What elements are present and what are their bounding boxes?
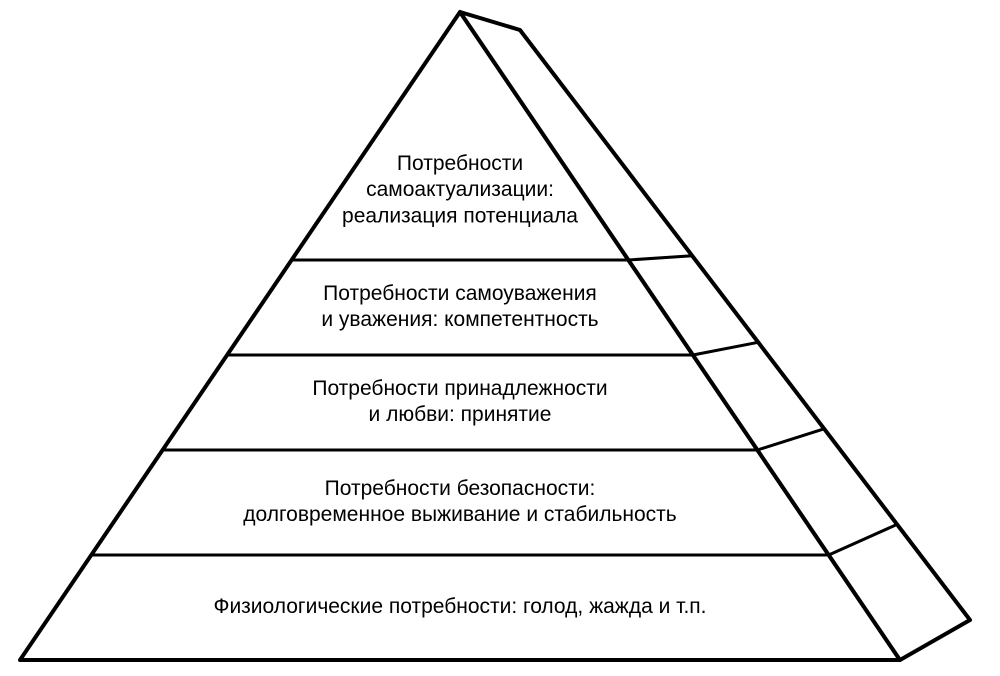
level-4-esteem-line-1: и уважения: компетентность	[321, 308, 598, 331]
level-1-physiological-line-0: Физиологические потребности: голод, жажд…	[213, 595, 706, 618]
level-5-self-actualization-line-2: реализация потенциала	[342, 204, 578, 227]
level-4-esteem-line-0: Потребности самоуважения	[323, 282, 597, 305]
level-3-belonging-line-1: и любви: принятие	[369, 403, 552, 426]
level-2-safety-line-0: Потребности безопасности:	[325, 477, 596, 500]
level-3-belonging-line-0: Потребности принадлежности	[312, 377, 607, 400]
pyramid-front-face	[20, 12, 900, 660]
maslow-pyramid-diagram: Потребности самоактуализации: реализация п…	[0, 0, 1000, 676]
level-1-physiological: Физиологические потребности: голод, жажд…	[213, 595, 706, 618]
level-5-self-actualization-line-1: самоактуализации:	[366, 178, 554, 201]
level-2-safety-line-1: долговременное выживание и стабильность	[243, 503, 677, 526]
level-5-self-actualization-line-0: Потребности	[397, 152, 523, 175]
